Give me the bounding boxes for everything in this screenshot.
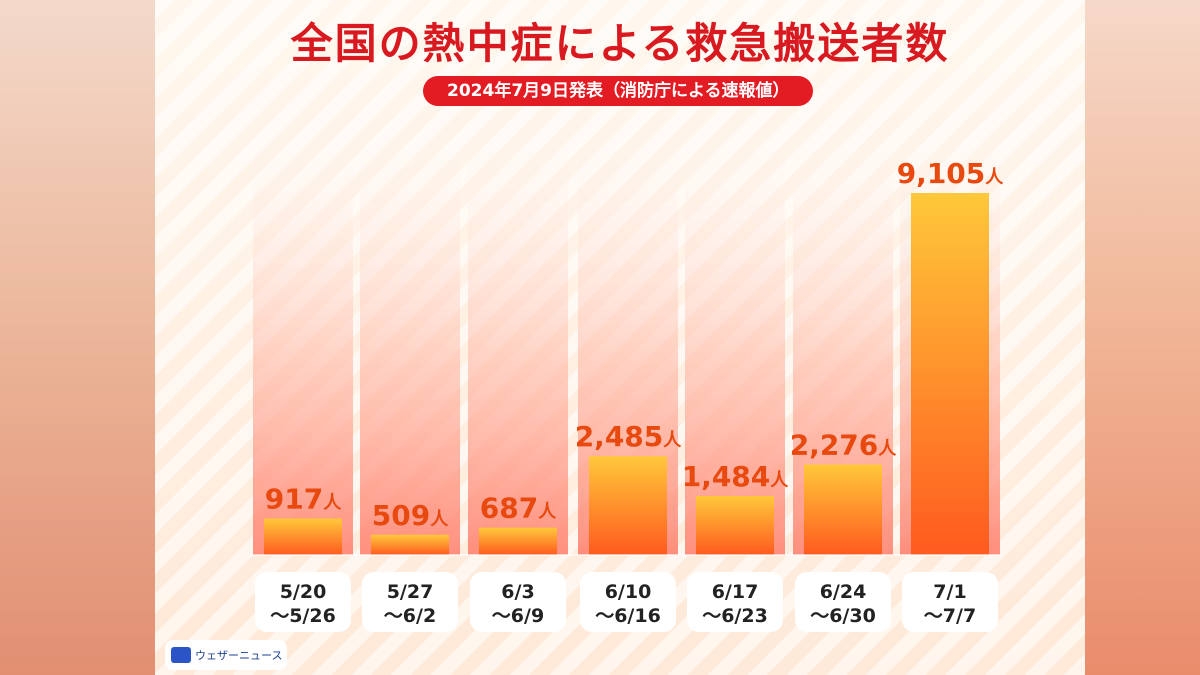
tick-label: 6/17 (712, 581, 759, 603)
tick-label: ～6/9 (492, 605, 544, 627)
data-label: 2,276人 (790, 429, 898, 462)
bar (479, 527, 557, 555)
tick-label: 5/20 (280, 581, 327, 603)
bar-column-bg (468, 120, 568, 555)
bar (264, 518, 342, 555)
tick-label: 6/3 (501, 581, 534, 603)
data-label: 1,484人 (682, 460, 790, 493)
tick-label: 5/27 (387, 581, 434, 603)
background-right (1085, 0, 1200, 675)
data-label: 9,105人 (897, 157, 1005, 190)
category-label-box (580, 572, 676, 632)
tick-label: ～6/16 (595, 605, 661, 627)
tick-label: 6/24 (820, 581, 867, 603)
bar (696, 495, 774, 555)
bar-column-bg (360, 120, 460, 555)
bar (371, 534, 449, 555)
data-label: 2,485人 (575, 420, 683, 453)
category-label-box (362, 572, 458, 632)
tick-label: ～6/23 (702, 605, 768, 627)
chart-title: 全国の熱中症による救急搬送者数 (290, 19, 950, 68)
bar-column-bg (685, 120, 785, 555)
bar (589, 456, 667, 555)
tick-label: ～6/30 (810, 605, 876, 627)
category-label-box (255, 572, 351, 632)
chart-subtitle: 2024年7月9日発表（消防庁による速報値） (423, 76, 814, 106)
tick-label: 7/1 (933, 581, 966, 603)
tick-label: 6/10 (605, 581, 652, 603)
weathernews-icon (171, 647, 191, 663)
background-left (0, 0, 155, 675)
weathernews-logo: ウェザーニュース (165, 640, 287, 670)
tick-label: ～5/26 (270, 605, 336, 627)
bar (911, 193, 989, 555)
tick-label: ～7/7 (924, 605, 976, 627)
category-label-box (470, 572, 566, 632)
bar (804, 464, 882, 555)
data-label: 509人 (372, 499, 449, 532)
brand-name: ウェザーニュース (195, 649, 283, 662)
category-label-box (902, 572, 998, 632)
category-label-box (795, 572, 891, 632)
bar-column-bg (253, 120, 353, 555)
category-label-box (687, 572, 783, 632)
tick-label: ～6/2 (384, 605, 436, 627)
data-label: 917人 (265, 483, 342, 516)
data-label: 687人 (480, 492, 557, 525)
